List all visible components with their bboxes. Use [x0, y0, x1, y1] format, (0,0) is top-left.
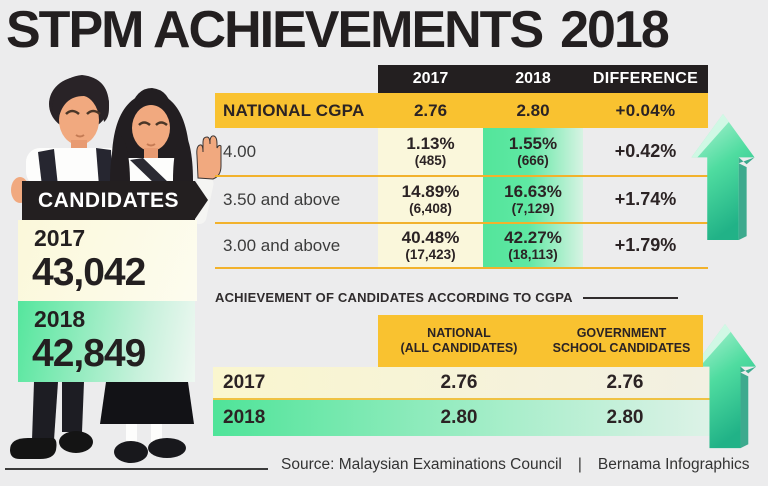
table-row: 4.00 1.13% (485) 1.55% (666) +0.42%: [215, 128, 708, 177]
cell-difference: +0.42%: [614, 141, 677, 161]
cell-2017: 14.89% (6,408): [378, 177, 483, 222]
value-percent: 42.27%: [504, 228, 562, 247]
cell-national: 2.80: [440, 407, 478, 428]
value-count: (666): [517, 153, 549, 168]
candidates-2018-card: 2018 42,849: [18, 301, 195, 382]
column-header-difference: DIFFERENCE: [592, 70, 699, 87]
cell-2017: 40.48% (17,423): [378, 224, 483, 267]
table-row: 2017 2.76 2.76: [213, 367, 710, 400]
cell-difference: +1.79%: [614, 235, 677, 255]
up-arrow-icon: [691, 113, 755, 241]
value-count: (7,129): [511, 201, 555, 216]
cell-2018: 16.63% (7,129): [483, 177, 583, 222]
value-percent: 14.89%: [401, 182, 460, 201]
cell-2018: 1.55% (666): [483, 128, 583, 175]
footer-rule: [5, 468, 268, 470]
section-heading: ACHIEVEMENT OF CANDIDATES ACCORDING TO C…: [215, 290, 678, 305]
cell-2018: 42.27% (18,113): [483, 224, 583, 267]
candidates-year: 2017: [34, 225, 86, 251]
source-text: Source: Malaysian Examinations Council: [281, 456, 562, 473]
candidates-count: 42,849: [32, 332, 146, 375]
column-header-government: GOVERNMENT SCHOOL CANDIDATES: [540, 326, 703, 356]
value-percent: 1.55%: [508, 134, 558, 153]
cell-2018: 2.80: [516, 100, 550, 120]
value-percent: 16.63%: [504, 182, 562, 201]
achievement-table-header: NATIONAL (ALL CANDIDATES) GOVERNMENT SCH…: [378, 315, 703, 367]
cgpa-table-header: 2017 2018 DIFFERENCE: [378, 65, 708, 93]
footer: Source: Malaysian Examinations Council |…: [281, 456, 750, 474]
candidates-banner-arrow: [195, 181, 208, 219]
footer-separator: |: [577, 456, 582, 473]
candidates-banner: CANDIDATES: [22, 181, 195, 220]
table-row: 3.50 and above 14.89% (6,408) 16.63% (7,…: [215, 177, 708, 224]
section-heading-text: ACHIEVEMENT OF CANDIDATES ACCORDING TO C…: [215, 290, 573, 305]
value-count: (18,113): [508, 247, 558, 262]
value-count: (485): [414, 153, 447, 168]
cell-government: 2.80: [606, 407, 644, 428]
candidates-count: 43,042: [32, 251, 146, 294]
row-label: 3.50 and above: [223, 189, 341, 209]
cell-difference: +1.74%: [614, 189, 677, 209]
value-count: (6,408): [409, 201, 452, 216]
row-label: 2017: [223, 371, 266, 393]
achievement-table-body: 2017 2.76 2.76 2018 2.80 2.80: [213, 367, 710, 436]
page-title-year: 2018: [560, 1, 670, 59]
header-line: SCHOOL CANDIDATES: [552, 341, 691, 355]
table-row: 3.00 and above 40.48% (17,423) 42.27% (1…: [215, 224, 708, 269]
candidates-year: 2018: [34, 306, 86, 332]
cell-2017: 2.76: [413, 100, 448, 120]
page-title-main: STPM ACHIEVEMENTS: [6, 1, 544, 59]
cell-difference: +0.04%: [615, 100, 676, 120]
header-line: GOVERNMENT: [576, 326, 667, 340]
column-header-2018: 2018: [515, 70, 551, 87]
header-line: NATIONAL: [427, 326, 491, 340]
cgpa-table-body: 4.00 1.13% (485) 1.55% (666) +0.42% 3.50…: [215, 128, 708, 269]
table-row: 2018 2.80 2.80: [213, 400, 710, 436]
national-cgpa-row: NATIONAL CGPA 2.76 2.80 +0.04%: [215, 93, 708, 128]
row-label: NATIONAL CGPA: [223, 100, 365, 120]
value-count: (17,423): [405, 247, 456, 262]
credit-text: Bernama Infographics: [597, 456, 750, 473]
candidates-2017-card: 2017 43,042: [18, 220, 197, 301]
header-line: (ALL CANDIDATES): [400, 341, 518, 355]
cell-government: 2.76: [606, 371, 644, 393]
heading-rule: [582, 296, 678, 299]
cell-2017: 1.13% (485): [378, 128, 483, 175]
value-percent: 40.48%: [401, 228, 460, 247]
row-label: 4.00: [223, 141, 257, 161]
row-label: 2018: [223, 407, 266, 428]
cell-national: 2.76: [440, 371, 478, 393]
column-header-national: NATIONAL (ALL CANDIDATES): [378, 326, 540, 356]
column-header-2017: 2017: [412, 70, 449, 87]
row-label: 3.00 and above: [223, 235, 341, 255]
value-percent: 1.13%: [406, 134, 455, 153]
page-title: STPM ACHIEVEMENTS 2018: [6, 0, 670, 60]
